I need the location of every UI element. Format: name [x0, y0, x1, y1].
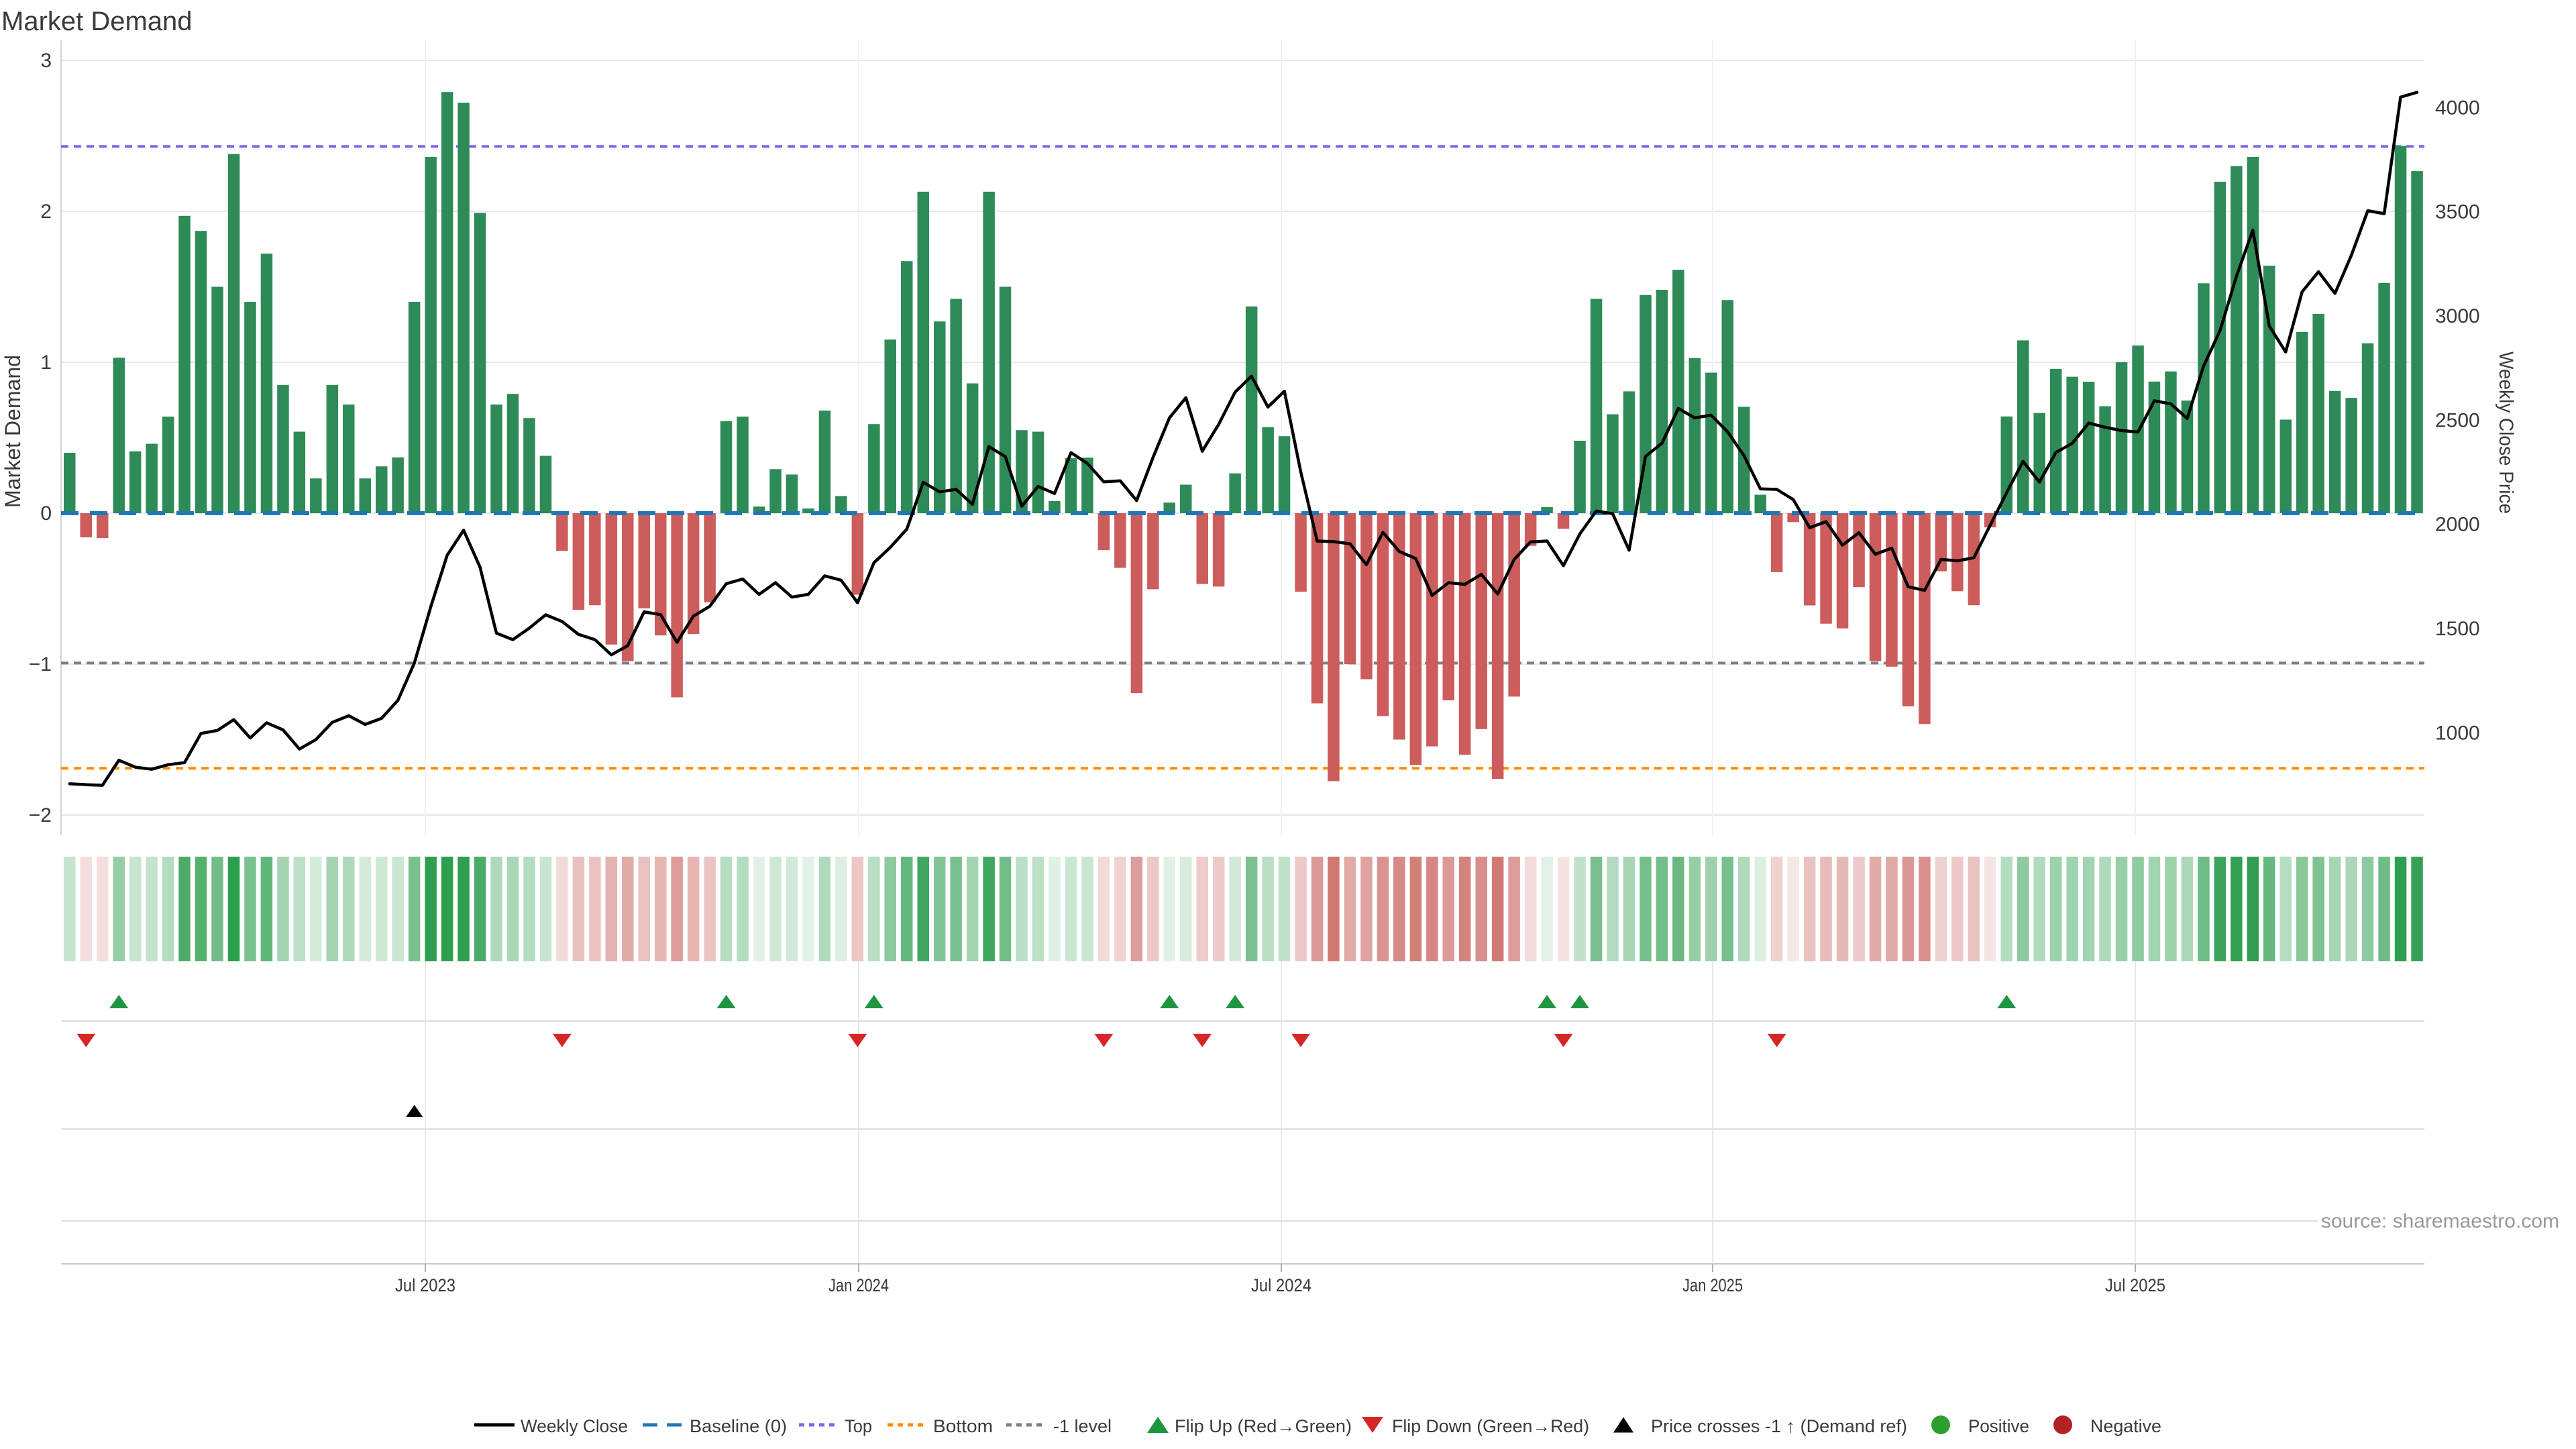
svg-text:-1 level: -1 level — [1053, 1416, 1112, 1436]
svg-text:Jul 2023: Jul 2023 — [395, 1275, 455, 1295]
svg-text:1: 1 — [40, 352, 52, 374]
svg-text:Negative: Negative — [2090, 1416, 2161, 1436]
svg-text:0: 0 — [40, 502, 52, 525]
svg-text:4000: 4000 — [2435, 97, 2480, 119]
svg-text:Positive: Positive — [1968, 1416, 2029, 1436]
svg-text:Flip Up (Red→Green): Flip Up (Red→Green) — [1175, 1416, 1352, 1436]
svg-text:2500: 2500 — [2435, 409, 2480, 431]
svg-text:1000: 1000 — [2435, 722, 2480, 744]
svg-text:3: 3 — [40, 50, 52, 72]
svg-text:2: 2 — [40, 201, 52, 223]
svg-text:3000: 3000 — [2435, 305, 2480, 327]
svg-text:−2: −2 — [29, 804, 52, 826]
svg-text:Market Demand: Market Demand — [1, 7, 193, 36]
svg-text:−1: −1 — [29, 653, 52, 676]
svg-text:Jan 2025: Jan 2025 — [1682, 1275, 1743, 1295]
svg-text:2000: 2000 — [2435, 514, 2480, 536]
svg-text:Top: Top — [845, 1416, 872, 1436]
svg-text:Jul 2024: Jul 2024 — [1251, 1275, 1311, 1295]
svg-text:Jan 2024: Jan 2024 — [828, 1275, 889, 1295]
svg-text:Weekly Close Price: Weekly Close Price — [2495, 352, 2517, 514]
svg-text:Price crosses -1 ↑ (Demand ref: Price crosses -1 ↑ (Demand ref) — [1651, 1416, 1907, 1436]
svg-text:1500: 1500 — [2435, 618, 2480, 640]
svg-text:3500: 3500 — [2435, 201, 2480, 223]
svg-text:Bottom: Bottom — [933, 1416, 993, 1436]
svg-text:Flip Down (Green→Red): Flip Down (Green→Red) — [1392, 1416, 1589, 1436]
svg-text:Weekly Close: Weekly Close — [521, 1416, 628, 1436]
svg-text:Market Demand: Market Demand — [1, 355, 25, 508]
svg-text:Baseline (0): Baseline (0) — [690, 1416, 787, 1436]
svg-text:source: sharemaestro.com: source: sharemaestro.com — [2321, 1210, 2559, 1232]
svg-text:Jul 2025: Jul 2025 — [2105, 1275, 2165, 1295]
